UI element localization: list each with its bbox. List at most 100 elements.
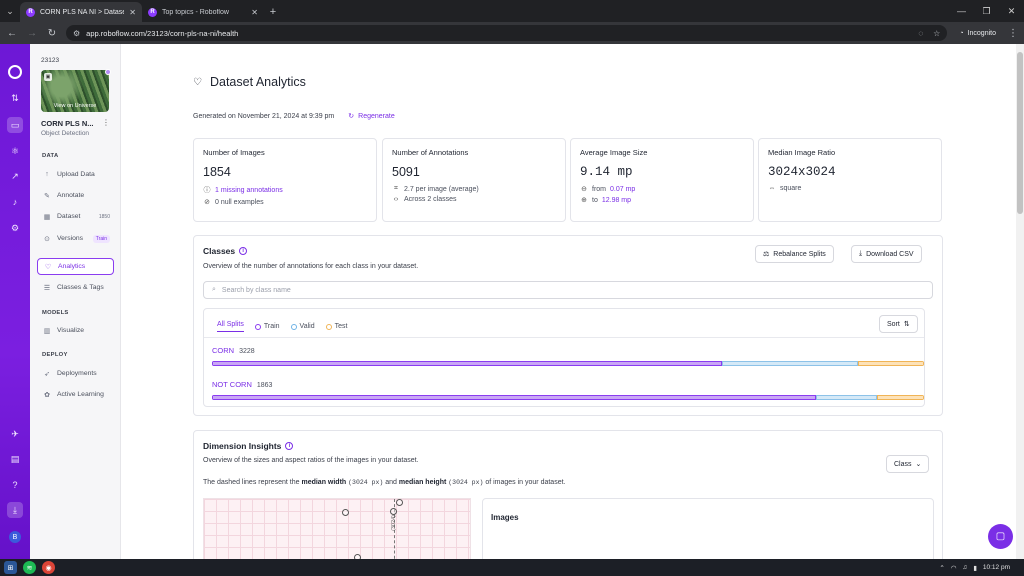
back-icon[interactable]: ← xyxy=(7,27,17,39)
valid-segment xyxy=(816,395,877,400)
page-scrollbar[interactable] xyxy=(1016,44,1024,559)
tab-all-splits[interactable]: All Splits xyxy=(217,321,244,332)
sidebar-item-deployments[interactable]: ➶ Deployments xyxy=(37,365,114,382)
window-close-icon[interactable]: ✕ xyxy=(1007,5,1016,16)
site-info-icon[interactable]: ⚙ xyxy=(73,28,81,38)
test-segment xyxy=(877,395,924,400)
start-icon[interactable]: ⊞ xyxy=(4,561,17,574)
minimize-icon[interactable]: — xyxy=(957,6,966,16)
universe-icon[interactable]: ✈ xyxy=(11,428,19,439)
scatter-point[interactable] xyxy=(354,554,361,559)
bookmark-star-icon[interactable]: ☆ xyxy=(933,28,941,38)
settings-icon[interactable]: ⚙ xyxy=(10,222,20,233)
transfer-icon[interactable]: ⇅ xyxy=(11,92,19,103)
monitoring-icon[interactable]: ↗ xyxy=(11,170,19,181)
spotify-icon[interactable]: ≋ xyxy=(23,561,36,574)
split-bar xyxy=(212,361,924,366)
notifications-icon[interactable]: ♪ xyxy=(12,197,18,207)
train-segment xyxy=(212,395,817,400)
chat-support-button[interactable]: ▢ xyxy=(988,524,1013,549)
class-row-corn[interactable]: CORN 3228 xyxy=(212,346,924,366)
wifi-icon[interactable]: ◠ xyxy=(950,564,957,572)
image-icon: ▣ xyxy=(44,73,52,81)
null-icon: ⊘ xyxy=(204,199,210,206)
chevron-up-icon[interactable]: ⌃ xyxy=(939,564,945,572)
sidebar-item-active-learning[interactable]: ✿ Active Learning xyxy=(37,386,114,403)
url-text: app.roboflow.com/23123/corn-pls-na-ni/he… xyxy=(86,28,239,38)
workspace-id[interactable]: 23123 xyxy=(41,57,60,64)
page-title: ♡ Dataset Analytics xyxy=(193,75,306,89)
sidebar-item-analytics[interactable]: ♡ Analytics xyxy=(37,258,114,275)
to-value[interactable]: 12.98 mp xyxy=(601,196,632,204)
scatter-point[interactable] xyxy=(390,508,397,515)
help-icon[interactable]: ? xyxy=(12,480,18,490)
browser-tab-dataset[interactable]: R CORN PLS NA NI > Dataset Ana ✕ xyxy=(20,2,142,22)
tab-search-icon[interactable]: ⌄ xyxy=(6,5,14,16)
avatar[interactable]: B xyxy=(9,531,21,543)
sidebar-item-versions[interactable]: ⊙ Versions Train xyxy=(37,230,114,247)
dimension-subtitle: Overview of the sizes and aspect ratios … xyxy=(203,457,419,464)
scatter-point[interactable] xyxy=(342,509,349,516)
desc-text: The dashed lines represent the xyxy=(203,479,300,486)
chrome-icon[interactable]: ◉ xyxy=(42,561,55,574)
tab-title: Top topics - Roboflow xyxy=(162,8,229,16)
docs-icon[interactable]: ▤ xyxy=(10,453,20,464)
sort-button[interactable]: Sort ⇅ xyxy=(879,315,918,333)
regenerate-button[interactable]: ↻ Regenerate xyxy=(348,112,394,121)
project-sidebar: 23123 ▣ View on Universe CORN PLS N... ⋮… xyxy=(30,44,121,559)
missing-annotations-link[interactable]: ⓘ 1 missing annotations xyxy=(203,185,367,195)
class-search-input[interactable]: ⌕ Search by class name xyxy=(203,281,933,299)
sidebar-item-visualize[interactable]: ▥ Visualize xyxy=(37,322,114,339)
battery-icon[interactable]: ▮ xyxy=(973,564,977,572)
stat-label: Median Image Ratio xyxy=(768,148,836,157)
reload-icon[interactable]: ↻ xyxy=(47,27,57,39)
new-tab-button[interactable]: + xyxy=(269,6,277,18)
info-icon[interactable]: i xyxy=(285,442,294,450)
forward-icon[interactable]: → xyxy=(27,27,37,39)
chat-icon: ▢ xyxy=(995,531,1006,542)
close-icon[interactable]: ✕ xyxy=(251,7,258,17)
sidebar-item-upload-data[interactable]: ↑ Upload Data xyxy=(37,166,114,183)
scatter-point[interactable] xyxy=(396,499,403,506)
tab-train[interactable]: Train xyxy=(254,323,280,330)
section-label-data: DATA xyxy=(42,153,59,159)
scrollbar-thumb[interactable] xyxy=(1017,52,1023,214)
class-select-label: Class xyxy=(894,460,912,468)
stat-value: 9.14 mp xyxy=(580,165,633,179)
more-options-icon[interactable]: ⋮ xyxy=(102,118,110,127)
sidebar-item-annotate[interactable]: ✎ Annotate xyxy=(37,187,114,204)
roboflow-logo-icon[interactable] xyxy=(8,65,22,79)
rebalance-splits-button[interactable]: ⚖ Rebalance Splits xyxy=(755,245,834,263)
url-field[interactable]: ⚙ app.roboflow.com/23123/corn-pls-na-ni/… xyxy=(66,25,948,41)
section-label-models: MODELS xyxy=(42,310,69,316)
incognito-indicator[interactable]: ◔ Incognito xyxy=(955,30,1000,37)
volume-icon[interactable]: ♫ xyxy=(962,564,968,571)
download-icon[interactable]: ⤓ xyxy=(7,502,23,518)
browser-menu-icon[interactable]: ⋮ xyxy=(1008,27,1018,39)
restore-icon[interactable]: ❐ xyxy=(982,5,991,16)
project-thumbnail[interactable]: ▣ View on Universe xyxy=(41,70,109,112)
browser-tab-top-topics[interactable]: R Top topics - Roboflow ✕ xyxy=(142,2,264,22)
split-tabs: All Splits Train Valid Test xyxy=(217,321,347,332)
view-on-universe-label[interactable]: View on Universe xyxy=(53,103,97,109)
close-icon[interactable]: ✕ xyxy=(129,7,136,17)
sidebar-item-dataset[interactable]: ▦ Dataset 1850 xyxy=(37,208,114,225)
dimension-scatter-plot[interactable]: (3024) xyxy=(203,498,471,559)
clock[interactable]: 10:12 pm xyxy=(982,564,1010,571)
rebalance-label: Rebalance Splits xyxy=(773,250,826,258)
workflows-icon[interactable]: ⚛ xyxy=(10,145,20,156)
info-icon[interactable]: i xyxy=(239,247,248,255)
download-csv-button[interactable]: ⤓ Download CSV xyxy=(851,245,922,263)
eye-off-icon[interactable]: ◌ xyxy=(918,28,924,38)
window-controls: — ❐ ✕ xyxy=(949,0,1024,22)
from-value[interactable]: 0.07 mp xyxy=(610,185,636,193)
upload-icon: ↑ xyxy=(45,171,49,178)
sidebar-item-classes-tags[interactable]: ☰ Classes & Tags xyxy=(37,279,114,296)
class-row-not-corn[interactable]: NOT CORN 1863 xyxy=(212,380,924,400)
sidebar-item-label: Active Learning xyxy=(57,391,104,398)
tab-valid[interactable]: Valid xyxy=(290,323,315,330)
tab-test[interactable]: Test xyxy=(325,323,347,330)
class-select[interactable]: Class ⌄ xyxy=(886,455,930,473)
projects-icon[interactable]: ▭ xyxy=(7,117,23,133)
split-bar xyxy=(212,395,924,400)
